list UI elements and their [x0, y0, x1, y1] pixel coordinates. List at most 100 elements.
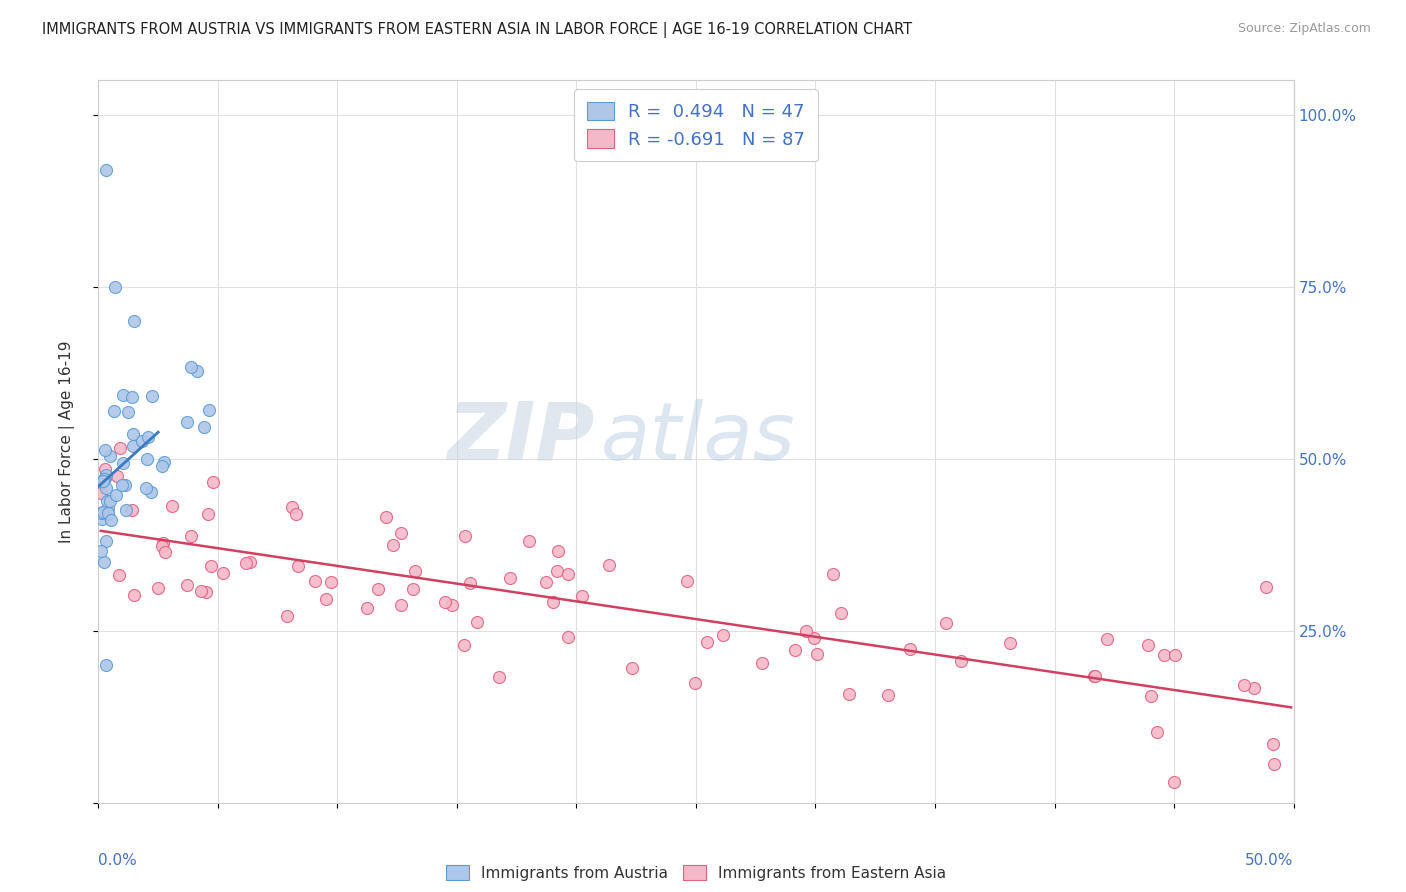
Point [190, 584, 212, 599]
Point [877, 689, 900, 703]
Point [1233, 678, 1256, 692]
Point [598, 558, 620, 572]
Point [121, 426, 143, 441]
Point [315, 591, 337, 606]
Point [124, 314, 146, 328]
Point [285, 508, 308, 522]
Point [90, 485, 112, 500]
Point [98, 449, 121, 463]
Point [94, 468, 117, 483]
Text: atlas: atlas [600, 399, 796, 477]
Point [114, 478, 136, 492]
Point [571, 589, 593, 603]
Point [998, 636, 1021, 650]
Point [150, 459, 173, 474]
Point [136, 430, 159, 444]
Point [821, 567, 844, 582]
Point [389, 598, 412, 612]
Point [193, 420, 215, 434]
Point [287, 559, 309, 574]
Point [91, 474, 114, 488]
Point [122, 588, 145, 602]
Point [950, 654, 973, 668]
Point [1095, 632, 1118, 647]
Point [93, 555, 115, 569]
Point [195, 585, 218, 599]
Point [785, 643, 807, 657]
Point [356, 601, 378, 615]
Point [557, 566, 579, 581]
Point [803, 632, 825, 646]
Point [1243, 681, 1265, 695]
Point [135, 481, 157, 495]
Point [141, 485, 163, 500]
Point [180, 360, 202, 375]
Point [121, 391, 143, 405]
Point [374, 509, 396, 524]
Text: ZIP: ZIP [447, 399, 595, 477]
Point [499, 571, 522, 585]
Point [367, 582, 389, 596]
Point [1261, 737, 1284, 751]
Point [794, 624, 817, 638]
Point [180, 528, 202, 542]
Point [112, 388, 135, 402]
Point [935, 616, 957, 631]
Point [200, 558, 222, 573]
Point [97, 507, 120, 521]
Text: IMMIGRANTS FROM AUSTRIA VS IMMIGRANTS FROM EASTERN ASIA IN LABOR FORCE | AGE 16-: IMMIGRANTS FROM AUSTRIA VS IMMIGRANTS FR… [42, 22, 912, 38]
Point [96, 493, 118, 508]
Point [434, 595, 457, 609]
Point [382, 538, 405, 552]
Point [440, 599, 463, 613]
Point [90, 511, 112, 525]
Point [131, 434, 153, 448]
Point [201, 475, 224, 490]
Point [176, 415, 198, 429]
Point [117, 405, 139, 419]
Point [104, 279, 127, 293]
Point [105, 468, 128, 483]
Point [97, 507, 120, 521]
Point [91, 505, 114, 519]
Point [465, 615, 488, 629]
Point [838, 687, 860, 701]
Point [404, 564, 426, 578]
Point [111, 456, 134, 470]
Point [93, 505, 115, 519]
Point [453, 638, 475, 652]
Text: 50.0%: 50.0% [1246, 854, 1294, 869]
Point [115, 502, 138, 516]
Legend: Immigrants from Austria, Immigrants from Eastern Asia: Immigrants from Austria, Immigrants from… [439, 857, 953, 888]
Point [94, 658, 117, 673]
Point [160, 500, 183, 514]
Point [1083, 669, 1105, 683]
Point [94, 443, 117, 458]
Point [93, 472, 115, 486]
Point [458, 575, 481, 590]
Point [93, 462, 115, 476]
Point [1256, 580, 1278, 594]
Point [100, 513, 122, 527]
Point [1153, 648, 1175, 662]
Point [104, 488, 127, 502]
Point [898, 642, 921, 657]
Point [1263, 756, 1285, 771]
Point [830, 606, 852, 620]
Point [1137, 638, 1160, 652]
Point [1084, 669, 1107, 683]
Point [121, 503, 143, 517]
Y-axis label: In Labor Force | Age 16-19: In Labor Force | Age 16-19 [59, 340, 75, 543]
Point [94, 162, 117, 177]
Point [557, 630, 579, 644]
Point [110, 478, 132, 492]
Text: Source: ZipAtlas.com: Source: ZipAtlas.com [1237, 22, 1371, 36]
Point [389, 525, 412, 540]
Point [683, 676, 706, 690]
Point [806, 647, 828, 661]
Point [94, 533, 117, 548]
Point [1163, 775, 1185, 789]
Point [676, 574, 699, 588]
Point [136, 452, 159, 467]
Point [153, 455, 176, 469]
